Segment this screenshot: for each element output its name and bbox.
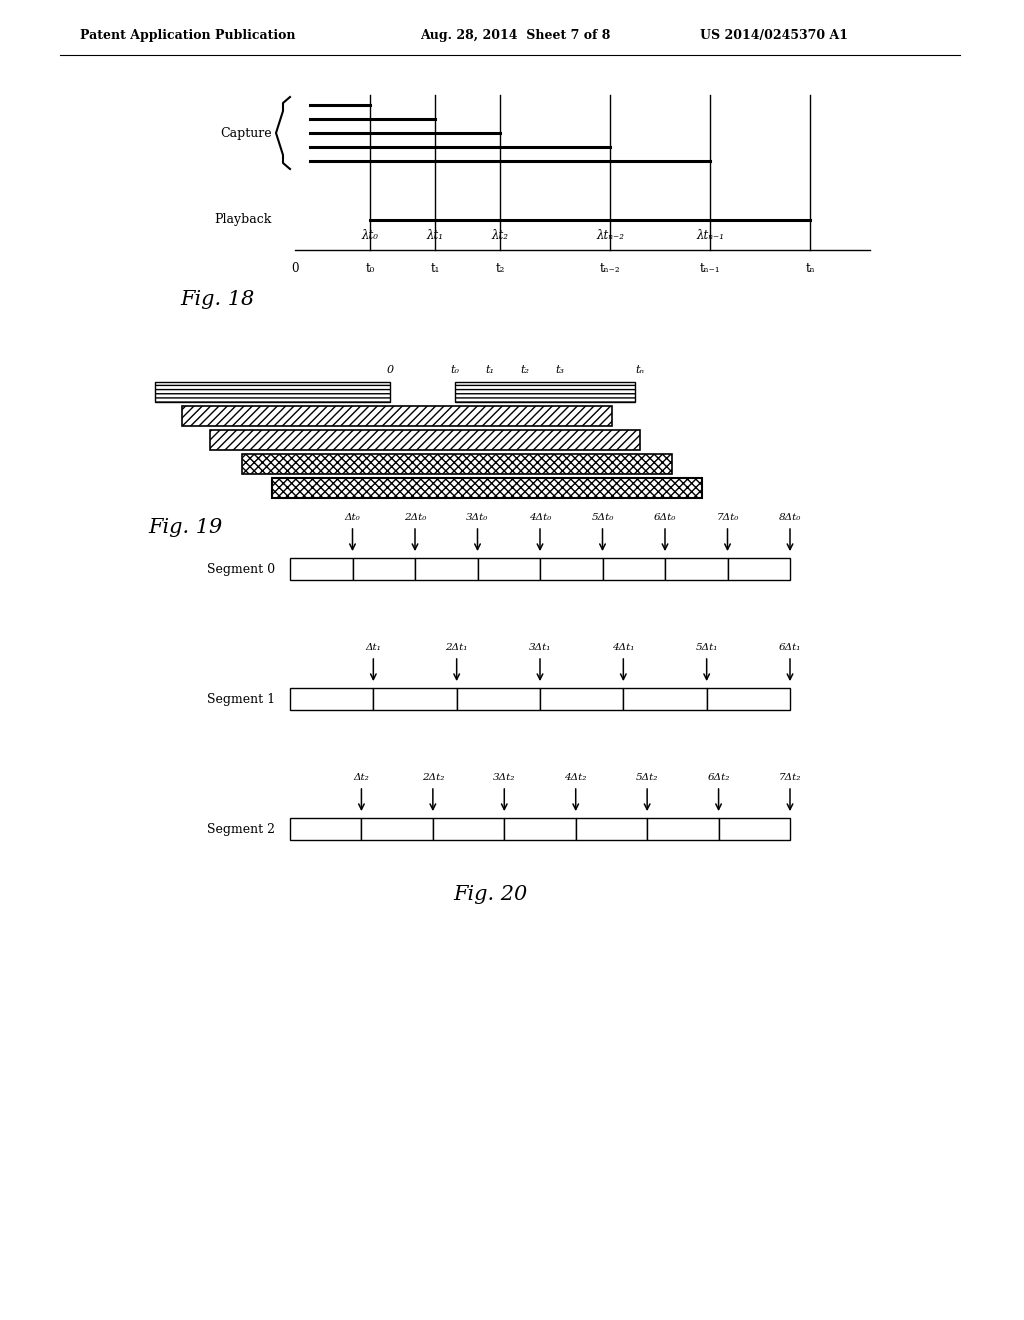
Text: t₁: t₁ [430, 261, 439, 275]
Text: tₙ₋₂: tₙ₋₂ [600, 261, 621, 275]
Text: Fig. 18: Fig. 18 [180, 290, 254, 309]
Text: 6Δt₂: 6Δt₂ [708, 774, 730, 781]
Text: 3Δt₀: 3Δt₀ [466, 513, 488, 521]
Text: λt₁: λt₁ [427, 228, 443, 242]
Bar [210, 430, 640, 450]
Text: Patent Application Publication: Patent Application Publication [80, 29, 296, 41]
Bar [504, 818, 575, 840]
Text: λtₙ₋₁: λtₙ₋₁ [696, 228, 724, 242]
Bar [352, 558, 415, 579]
Text: t₃: t₃ [555, 366, 564, 375]
Text: Segment 0: Segment 0 [207, 562, 275, 576]
Bar [361, 818, 433, 840]
Text: Segment 1: Segment 1 [207, 693, 275, 705]
Text: 4Δt₂: 4Δt₂ [564, 774, 587, 781]
Text: Capture: Capture [220, 127, 272, 140]
Text: Aug. 28, 2014  Sheet 7 of 8: Aug. 28, 2014 Sheet 7 of 8 [420, 29, 610, 41]
Bar [624, 688, 707, 710]
Text: Playback: Playback [215, 214, 272, 227]
Bar [477, 558, 540, 579]
Bar [290, 818, 361, 840]
Text: 2Δt₂: 2Δt₂ [422, 774, 444, 781]
Bar [182, 407, 612, 426]
Bar [575, 818, 647, 840]
Bar [602, 558, 665, 579]
Text: 3Δt₂: 3Δt₂ [494, 774, 515, 781]
Text: 0: 0 [386, 366, 393, 375]
Bar [155, 381, 390, 403]
Text: 3Δt₁: 3Δt₁ [528, 643, 551, 652]
Bar [433, 818, 504, 840]
Text: 2Δt₀: 2Δt₀ [403, 513, 426, 521]
Text: 7Δt₂: 7Δt₂ [779, 774, 801, 781]
Text: λt₀: λt₀ [361, 228, 379, 242]
Text: 2Δt₁: 2Δt₁ [445, 643, 468, 652]
Text: λt₂: λt₂ [492, 228, 509, 242]
Bar [727, 558, 790, 579]
Text: tₙ₋₁: tₙ₋₁ [699, 261, 720, 275]
Text: t₂: t₂ [520, 366, 529, 375]
Text: t₀: t₀ [451, 366, 460, 375]
Text: t₂: t₂ [496, 261, 505, 275]
Bar [540, 558, 602, 579]
Bar [665, 558, 727, 579]
Text: 7Δt₀: 7Δt₀ [717, 513, 738, 521]
Bar [242, 454, 672, 474]
Bar [647, 818, 719, 840]
Text: Δt₀: Δt₀ [345, 513, 360, 521]
Text: Δt₁: Δt₁ [366, 643, 381, 652]
Text: 6Δt₀: 6Δt₀ [653, 513, 676, 521]
Bar [457, 688, 540, 710]
Text: US 2014/0245370 A1: US 2014/0245370 A1 [700, 29, 848, 41]
Text: t₁: t₁ [485, 366, 495, 375]
Text: tₙ: tₙ [805, 261, 815, 275]
Text: 0: 0 [291, 261, 299, 275]
Bar [290, 558, 352, 579]
Bar [272, 478, 702, 498]
Bar [290, 688, 374, 710]
Text: Δt₂: Δt₂ [353, 774, 370, 781]
Text: 6Δt₁: 6Δt₁ [779, 643, 801, 652]
Bar [719, 818, 790, 840]
Text: Segment 2: Segment 2 [207, 822, 275, 836]
Text: tₙ: tₙ [636, 366, 644, 375]
Text: 5Δt₀: 5Δt₀ [591, 513, 613, 521]
Text: Fig. 20: Fig. 20 [453, 884, 527, 904]
Bar [374, 688, 457, 710]
Text: 5Δt₁: 5Δt₁ [695, 643, 718, 652]
Text: t₀: t₀ [366, 261, 375, 275]
Bar [707, 688, 790, 710]
Text: 5Δt₂: 5Δt₂ [636, 774, 658, 781]
Bar [415, 558, 477, 579]
Text: 8Δt₀: 8Δt₀ [779, 513, 801, 521]
Text: 4Δt₀: 4Δt₀ [528, 513, 551, 521]
Text: Fig. 19: Fig. 19 [148, 517, 222, 537]
Text: λtₙ₋₂: λtₙ₋₂ [596, 228, 624, 242]
Bar [455, 381, 635, 403]
Text: 4Δt₁: 4Δt₁ [612, 643, 635, 652]
Bar [540, 688, 624, 710]
